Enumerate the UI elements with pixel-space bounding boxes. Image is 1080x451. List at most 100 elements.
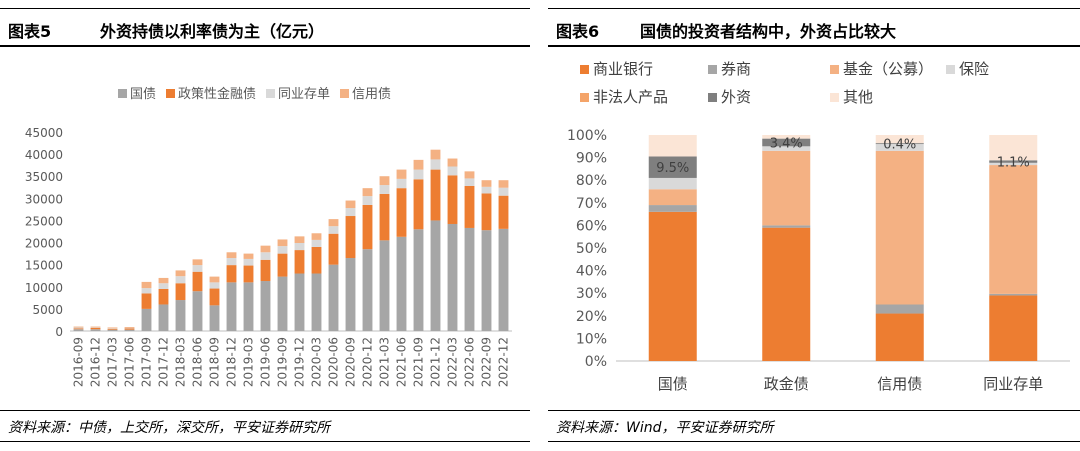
bar-segment <box>648 211 697 361</box>
y-tick-label-5: 25000 <box>25 214 63 228</box>
y-tick-label-1: 10% <box>576 331 607 347</box>
bar-segment <box>481 193 492 231</box>
bar-segment <box>260 252 271 260</box>
bar-segment <box>175 270 186 277</box>
y-tick-label-3: 15000 <box>25 259 63 273</box>
bar-segment <box>762 150 811 226</box>
bar-segment <box>124 329 135 331</box>
bar-segment <box>447 166 458 176</box>
bar-segment <box>464 185 475 228</box>
figure-5-label: 图表5 <box>8 22 52 41</box>
y-tick-label-6: 60% <box>576 218 607 234</box>
bar-segment <box>73 328 84 330</box>
bar-segment <box>875 313 924 361</box>
bar-segment <box>328 219 339 227</box>
bar-segment <box>226 265 237 283</box>
bar-segment <box>413 159 424 170</box>
legend-swatch-0 <box>118 89 127 98</box>
bar-segment <box>648 205 697 212</box>
bar-segment <box>498 187 509 196</box>
x-tick-label: 2019-12 <box>293 337 307 387</box>
bar-segment <box>345 200 356 209</box>
x-tick-label: 2018-03 <box>174 337 188 387</box>
y-tick-label-3: 30% <box>576 286 607 302</box>
x-tick-label: 2017-03 <box>106 337 120 387</box>
bar-segment <box>175 276 186 284</box>
bar-segment <box>464 178 475 186</box>
legend-label-1: 券商 <box>721 60 751 78</box>
bar-segment <box>379 185 390 194</box>
x-tick-label: 2020-12 <box>361 337 375 387</box>
foreign-share-data-label: 9.5% <box>656 161 689 176</box>
bar-segment <box>989 162 1038 166</box>
bar-segment <box>90 326 101 328</box>
x-tick-label: 2019-06 <box>259 337 273 387</box>
figure-6-title: 国债的投资者结构中，外资占比较大 <box>640 22 897 41</box>
bar-segment <box>464 171 475 179</box>
figure-6-source: 资料来源：Wind，平安证券研究所 <box>556 420 774 436</box>
figure-5-source-bar: 资料来源：中债，上交所，深交所，平安证券研究所 <box>0 410 530 442</box>
bar-segment <box>498 228 509 331</box>
figure-6-label: 图表6 <box>556 22 600 41</box>
legend-swatch-3 <box>340 89 349 98</box>
x-tick-label: 2021-09 <box>412 337 426 387</box>
x-tick-label: 2022-12 <box>497 337 511 387</box>
bar-segment <box>875 143 924 145</box>
bar-segment <box>396 188 407 237</box>
bar-segment <box>396 178 407 189</box>
figure-6-panel: 图表6 国债的投资者结构中，外资占比较大 商业银行 券商 基金（公募） 保险 非法人产品… <box>548 0 1080 451</box>
bar-segment <box>175 300 186 331</box>
figure-6-source-bar: 资料来源：Wind，平安证券研究所 <box>548 410 1080 442</box>
y-tick-label-0: 0 <box>55 325 63 339</box>
x-tick-label: 2020-09 <box>344 337 358 387</box>
x-tick-label: 国债 <box>658 375 688 393</box>
bar-segment <box>226 282 237 331</box>
bar-segment <box>73 327 84 329</box>
bar-segment <box>875 135 924 144</box>
bar-segment <box>989 160 1038 163</box>
bar-segment <box>430 220 441 331</box>
bar-segment <box>73 326 84 328</box>
bar-segment <box>362 196 373 205</box>
bar-segment <box>311 233 322 240</box>
bar-segment <box>260 281 271 331</box>
x-tick-label: 2022-09 <box>480 337 494 387</box>
bar-segment <box>294 236 305 243</box>
bar-segment <box>243 253 254 259</box>
x-tick-label: 2021-06 <box>395 337 409 387</box>
figure-5-title: 外资持债以利率债为主（亿元） <box>100 22 325 41</box>
legend-label-0: 商业银行 <box>593 60 653 78</box>
bar-segment <box>481 186 492 194</box>
bar-segment <box>648 189 697 206</box>
bar-segment <box>90 327 101 330</box>
x-tick-label: 2022-06 <box>463 337 477 387</box>
bar-segment <box>447 158 458 167</box>
bar-segment <box>158 283 169 289</box>
bar-segment <box>989 293 1038 296</box>
x-tick-label: 2020-06 <box>327 337 341 387</box>
legend-label-0: 国债 <box>130 87 156 102</box>
x-tick-label: 2022-03 <box>446 337 460 387</box>
bar-segment <box>648 156 697 178</box>
legend-label-2: 同业存单 <box>278 87 330 102</box>
legend-label-3: 保险 <box>959 60 989 78</box>
y-tick-label-2: 10000 <box>25 281 63 295</box>
bar-segment <box>90 329 101 331</box>
legend-label-6: 其他 <box>843 88 873 106</box>
bar-segment <box>311 239 322 247</box>
y-tick-label-9: 90% <box>576 151 607 167</box>
y-tick-label-1: 5000 <box>32 303 63 317</box>
foreign-share-data-label: 0.4% <box>883 138 916 153</box>
bar-segment <box>73 329 84 331</box>
bar-segment <box>762 227 811 361</box>
bar-segment <box>107 329 118 331</box>
bar-segment <box>430 159 441 170</box>
x-tick-label: 信用债 <box>877 375 922 393</box>
bar-segment <box>124 328 135 330</box>
x-tick-label: 2020-03 <box>310 337 324 387</box>
bar-segment <box>243 282 254 331</box>
x-tick-label: 2016-09 <box>72 337 86 387</box>
bar-segment <box>260 259 271 282</box>
bar-segment <box>345 208 356 217</box>
